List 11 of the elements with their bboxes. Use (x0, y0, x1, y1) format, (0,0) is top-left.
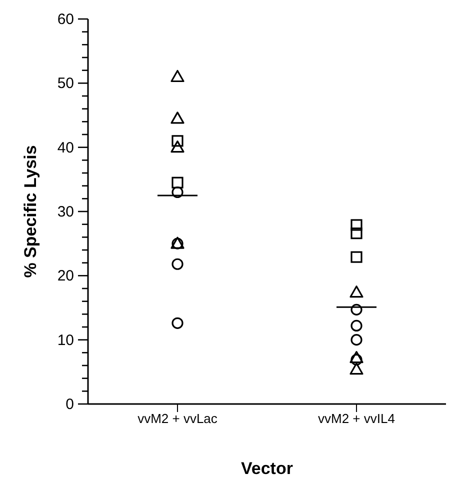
x-tick-label: vvM2 + vvIL4 (318, 411, 395, 426)
y-axis-title: % Specific Lysis (21, 145, 40, 278)
y-tick-label: 50 (57, 75, 74, 92)
y-tick-label: 10 (57, 332, 74, 349)
y-tick-label: 0 (66, 396, 74, 413)
x-tick-label: vvM2 + vvLac (138, 411, 218, 426)
y-tick-label: 60 (57, 11, 74, 28)
y-tick-label: 40 (57, 139, 74, 156)
y-tick-label: 20 (57, 268, 74, 285)
y-tick-label: 30 (57, 204, 74, 220)
x-axis-title: Vector (241, 459, 294, 478)
